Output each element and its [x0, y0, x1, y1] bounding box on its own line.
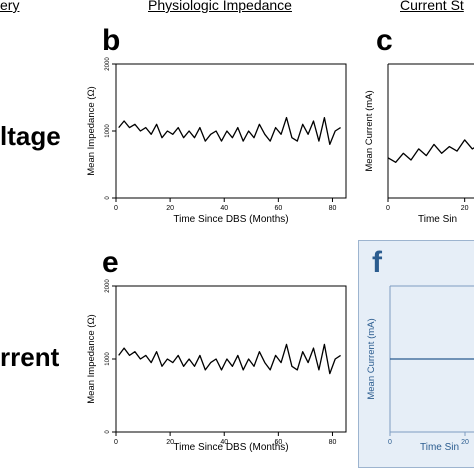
xtick-label-b: 60 — [274, 205, 282, 212]
xtick-label-e: 0 — [114, 439, 118, 446]
ytick-label-b: 1000 — [105, 124, 111, 138]
xtick-label-b: 20 — [166, 205, 174, 212]
panel-f-background — [358, 240, 474, 468]
series-line-c — [387, 139, 474, 163]
xtick-label-c: 0 — [386, 205, 390, 212]
header-middle: Physiologic Impedance — [148, 0, 292, 13]
ylabel-c: Mean Current (mA) — [364, 90, 375, 171]
xtick-label-e: 60 — [274, 439, 282, 446]
xlabel-b: Time Since DBS (Months) — [173, 214, 288, 225]
series-line-b — [118, 116, 341, 146]
xtick-label-b: 80 — [329, 205, 337, 212]
xlabel-e: Time Since DBS (Months) — [173, 442, 288, 453]
series-line-e — [118, 343, 341, 375]
panel-label-b: b — [102, 24, 121, 57]
ytick-label-e: 1000 — [105, 352, 111, 366]
panel-label-f: f — [372, 246, 382, 279]
xtick-label-f: 0 — [388, 439, 392, 446]
panel-label-e: e — [102, 246, 119, 279]
header-right: Current St — [400, 0, 464, 13]
ylabel-b: Mean Impedance (Ω) — [86, 86, 97, 175]
ylabel-f: Mean Current (mA) — [366, 318, 377, 399]
xlabel-f: Time Sin — [420, 442, 459, 453]
xtick-label-c: 20 — [461, 205, 469, 212]
plot-frame-b — [115, 63, 347, 199]
xtick-label-e: 40 — [220, 439, 228, 446]
ylabel-e: Mean Impedance (Ω) — [86, 314, 97, 403]
xtick-label-e: 80 — [329, 439, 337, 446]
ytick-label-b: 2000 — [105, 57, 111, 71]
xtick-label-e: 20 — [166, 439, 174, 446]
xtick-label-b: 0 — [114, 205, 118, 212]
xtick-label-f: 20 — [461, 439, 469, 446]
xtick-label-b: 40 — [220, 205, 228, 212]
panel-label-c: c — [376, 24, 393, 57]
ytick-label-e: 2000 — [105, 279, 111, 293]
row-label-top: ltage — [0, 121, 61, 151]
xlabel-c: Time Sin — [418, 214, 457, 225]
ytick-label-b: 0 — [105, 196, 111, 200]
ytick-label-e: 0 — [105, 430, 111, 434]
plot-frame-e — [115, 285, 347, 433]
header-left: ery — [0, 0, 20, 13]
row-label-bottom: rrent — [0, 342, 60, 372]
